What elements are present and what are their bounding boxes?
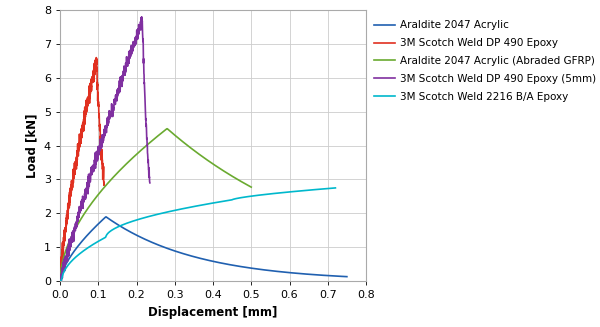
Line: Araldite 2047 Acrylic: Araldite 2047 Acrylic	[60, 217, 347, 281]
Araldite 2047 Acrylic (Abraded GFRP)	[195, 152, 202, 156]
3M Scotch Weld DP 490 Epoxy	[92, 65, 100, 69]
3M Scotch Weld DP 490 Epoxy (5mm)	[117, 85, 124, 89]
Araldite 2047 Acrylic	[238, 265, 245, 268]
3M Scotch Weld 2216 B/A Epoxy	[230, 197, 237, 201]
3M Scotch Weld DP 490 Epoxy (5mm)	[57, 276, 64, 280]
Line: 3M Scotch Weld 2216 B/A Epoxy: 3M Scotch Weld 2216 B/A Epoxy	[60, 188, 335, 281]
3M Scotch Weld DP 490 Epoxy	[100, 170, 107, 174]
Line: 3M Scotch Weld DP 490 Epoxy: 3M Scotch Weld DP 490 Epoxy	[61, 58, 104, 272]
Araldite 2047 Acrylic	[91, 226, 98, 230]
3M Scotch Weld 2216 B/A Epoxy	[257, 193, 264, 197]
3M Scotch Weld DP 490 Epoxy	[80, 129, 88, 132]
3M Scotch Weld DP 490 Epoxy	[57, 270, 64, 274]
3M Scotch Weld DP 490 Epoxy (5mm)	[138, 15, 145, 19]
3M Scotch Weld 2216 B/A Epoxy	[255, 193, 262, 197]
3M Scotch Weld DP 490 Epoxy (5mm)	[97, 145, 104, 148]
Araldite 2047 Acrylic	[151, 241, 158, 245]
Araldite 2047 Acrylic	[266, 268, 273, 272]
Araldite 2047 Acrylic (Abraded GFRP)	[196, 152, 203, 156]
3M Scotch Weld DP 490 Epoxy	[78, 132, 85, 136]
3M Scotch Weld DP 490 Epoxy	[92, 56, 100, 60]
3M Scotch Weld 2216 B/A Epoxy	[146, 214, 154, 218]
Legend: Araldite 2047 Acrylic, 3M Scotch Weld DP 490 Epoxy, Araldite 2047 Acrylic (Abrad: Araldite 2047 Acrylic, 3M Scotch Weld DP…	[374, 21, 596, 102]
Line: 3M Scotch Weld DP 490 Epoxy (5mm): 3M Scotch Weld DP 490 Epoxy (5mm)	[61, 17, 150, 281]
3M Scotch Weld DP 490 Epoxy	[100, 181, 107, 184]
3M Scotch Weld DP 490 Epoxy	[57, 265, 64, 269]
Araldite 2047 Acrylic (Abraded GFRP)	[119, 166, 126, 170]
X-axis label: Displacement [mm]: Displacement [mm]	[148, 306, 278, 319]
Araldite 2047 Acrylic	[264, 268, 271, 272]
Araldite 2047 Acrylic	[343, 275, 350, 279]
Araldite 2047 Acrylic (Abraded GFRP)	[56, 279, 64, 283]
3M Scotch Weld DP 490 Epoxy (5mm)	[58, 279, 65, 283]
Araldite 2047 Acrylic (Abraded GFRP)	[177, 138, 184, 142]
3M Scotch Weld 2216 B/A Epoxy	[332, 186, 339, 190]
Araldite 2047 Acrylic (Abraded GFRP)	[163, 127, 170, 131]
3M Scotch Weld DP 490 Epoxy (5mm)	[73, 226, 80, 230]
3M Scotch Weld DP 490 Epoxy (5mm)	[80, 195, 87, 199]
Araldite 2047 Acrylic	[56, 279, 64, 283]
3M Scotch Weld 2216 B/A Epoxy	[166, 210, 173, 214]
Y-axis label: Load [kN]: Load [kN]	[25, 113, 38, 178]
3M Scotch Weld DP 490 Epoxy (5mm)	[110, 108, 117, 112]
3M Scotch Weld 2216 B/A Epoxy	[89, 242, 97, 246]
3M Scotch Weld 2216 B/A Epoxy	[56, 279, 64, 283]
Line: Araldite 2047 Acrylic (Abraded GFRP): Araldite 2047 Acrylic (Abraded GFRP)	[60, 129, 251, 281]
3M Scotch Weld DP 490 Epoxy	[83, 107, 90, 111]
Araldite 2047 Acrylic (Abraded GFRP)	[132, 153, 139, 157]
3M Scotch Weld DP 490 Epoxy	[77, 130, 85, 134]
3M Scotch Weld DP 490 Epoxy (5mm)	[146, 181, 154, 185]
3M Scotch Weld DP 490 Epoxy (5mm)	[124, 55, 131, 59]
Araldite 2047 Acrylic	[103, 215, 110, 219]
Araldite 2047 Acrylic (Abraded GFRP)	[248, 185, 255, 189]
Araldite 2047 Acrylic	[171, 249, 178, 253]
Araldite 2047 Acrylic (Abraded GFRP)	[79, 214, 86, 218]
